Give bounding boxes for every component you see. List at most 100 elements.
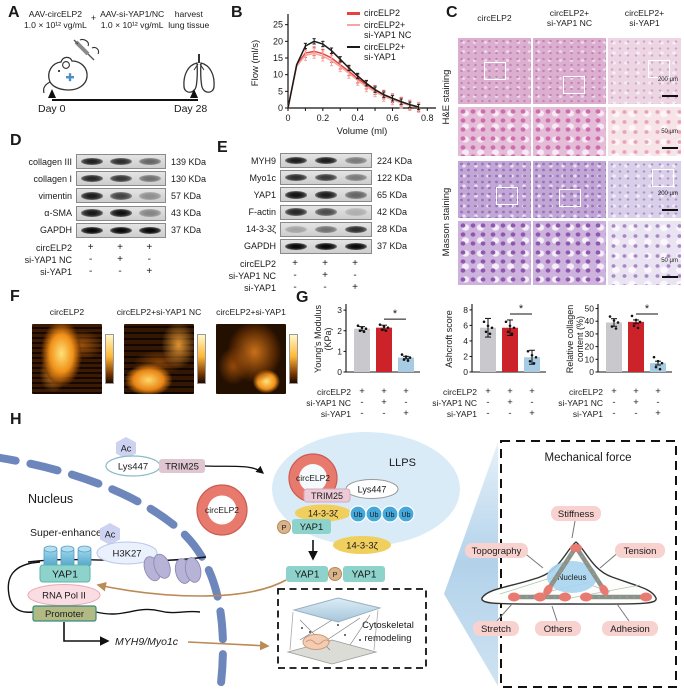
panel-f-label: F [10,288,20,305]
blot-band [285,156,307,165]
dna-loop [7,561,41,613]
blot-lane-box [76,222,166,238]
ac-hexagon-icon-2 [100,523,120,545]
p-yap1-box-free [343,566,385,582]
condition-value: + [381,397,387,408]
svg-text:Promoter: Promoter [45,609,84,620]
condition-value: + [507,397,513,408]
svg-text:2: 2 [337,326,342,336]
svg-text:circELP2: circELP2 [205,505,239,515]
lung-tissue-text: lung tissue [168,19,210,30]
blot-protein-label: α-SMA [44,208,72,219]
svg-text:Ub: Ub [354,512,363,519]
condition-value: - [656,397,660,408]
condition-label: circELP2 [568,386,603,397]
blot-lane-box [280,153,372,168]
svg-text:40: 40 [585,316,595,326]
svg-text:20: 20 [585,342,595,352]
svg-text:4: 4 [463,336,468,346]
svg-text:0.4: 0.4 [351,113,364,123]
he-image-circelp2 [458,38,531,104]
cell-mechanics-illustration: Nucleus [481,541,657,605]
svg-text:YAP1: YAP1 [300,522,324,533]
blot-kda-label: 139 KDa [171,156,207,167]
condition-value: + [146,242,153,254]
blot-row: GAPDH 37 KDa [8,222,206,238]
condition-value: + [292,258,298,270]
legend-entry: circELP2 [347,8,411,19]
histology-col2-header: circELP2+ si-YAP1 NC [546,8,593,28]
svg-text:TRIM25: TRIM25 [311,491,343,501]
yap1-nuclear-import-arrow [96,579,287,597]
dose2-text: 1.0 × 10¹² vg/mL [100,19,164,30]
condition-value: + [655,386,661,397]
ubiquitin-chain: Ub Ub Ub Ub [349,505,415,523]
blot-row: YAP1 65 KDa [196,187,412,203]
condition-value: + [352,282,358,294]
blot-band [315,208,337,216]
condition-value: - [382,408,386,419]
svg-text:10: 10 [273,70,283,80]
svg-text:YAP1: YAP1 [295,570,320,581]
condition-value: - [486,397,490,408]
condition-value: + [633,397,639,408]
blot-kda-label: 28 KDa [377,224,408,235]
condition-row: si-YAP1- - + [550,408,669,419]
force-labels: Stiffness Topography Tension Stretch Oth… [465,506,665,636]
condition-value: - [88,254,93,266]
blot-band [80,157,103,166]
blot-band [315,156,337,165]
svg-text:Young's Modulus: Young's Modulus [313,305,323,373]
svg-text:25: 25 [273,20,283,30]
blot-row: GAPDH 37 KDa [196,238,412,254]
p-yap1-box-llps [292,519,331,534]
nucleosome-icon [143,553,171,582]
svg-text:0.8: 0.8 [421,113,434,123]
blot-band [139,192,162,200]
blot-band [109,209,132,217]
svg-text:P: P [332,570,337,579]
condition-value: + [611,386,617,397]
svg-text:Lys447: Lys447 [358,485,387,495]
blot-row: 14-3-3ζ 28 KDa [196,221,412,237]
llps-droplet: LLPS circELP2 Lys447 TRIM25 14-3-3ζ Ub U… [272,432,460,546]
blot-kda-label: 65 KDa [377,189,408,200]
svg-text:30: 30 [585,329,595,339]
protocol-col2: AAV-si-YAP1/NC 1.0 × 10¹² vg/mL [100,9,164,30]
cytoskeletal-label-1: Cytoskeletal [362,620,414,631]
blot-lane-box [280,170,372,186]
condition-value: - [360,397,364,408]
svg-text:0.6: 0.6 [386,113,399,123]
condition-value: + [507,386,513,397]
trim25-box-llps [303,488,351,503]
condition-label: circELP2 [316,386,351,397]
protocol-col3: harvest lung tissue [168,9,209,30]
svg-text:14-3-3ζ: 14-3-3ζ [308,509,338,519]
blot-protein-label: collagen I [33,173,72,184]
mouse-injection-icon [43,38,100,94]
condition-value: - [293,270,297,282]
condition-value: + [633,386,639,397]
afm-colorbar-1 [105,334,114,384]
blot-lane-box [76,188,166,204]
svg-text:10: 10 [585,354,595,364]
blot-protein-label: 14-3-3ζ [246,224,276,235]
blot-protein-label: Myo1c [249,172,276,183]
condition-label: si-YAP1 [572,408,603,419]
collagen-content-chart: 0 10 20 30 40 50 Relative collagen content (%) * [565,303,672,377]
blot-kda-label: 130 KDa [171,173,207,184]
western-blot-fibrosis: collagen III 139 KDa collagen I 130 KDa vime… [8,154,206,278]
condition-row: circELP2 + + + [550,386,669,397]
llps-label: LLPS [389,457,416,469]
condition-value: + [403,408,409,419]
condition-value: - [147,254,151,266]
mitochondrion-icon [302,634,330,650]
condition-label: circELP2 [35,242,72,253]
svg-text:50: 50 [585,304,595,314]
svg-text:Stretch: Stretch [481,624,511,635]
flow-volume-chart: 0 0.2 0.4 0.6 0.8 0 5 10 15 20 25 Volume (ml) Flow (… [250,14,436,137]
panel-b-label: B [231,4,243,21]
legend-dash-icon [347,12,360,15]
panel-c-label: C [446,4,458,21]
blot-band [315,191,337,199]
